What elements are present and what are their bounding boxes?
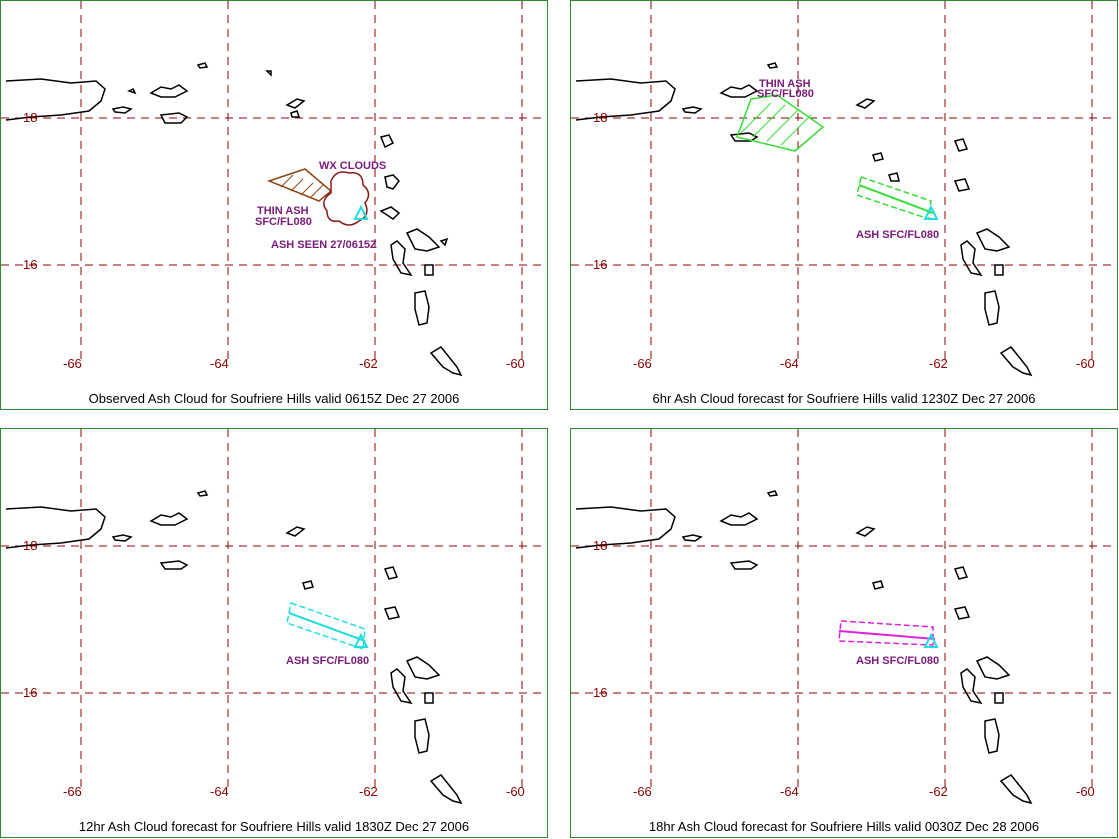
thin-ash-area [266,168,333,202]
lon-tick: -64 [780,784,799,799]
ash-label: ASH SFC/FL080 [286,655,369,667]
ash-hatch [740,102,812,146]
lat-tick: 16 [593,257,607,272]
coastlines [5,490,463,805]
altitude-label: SFC/FL080 [255,216,312,228]
lon-tick: -66 [633,356,652,371]
ash-hatch [280,174,324,198]
lat-tick: 18 [593,110,607,125]
panel-caption: 12hr Ash Cloud forecast for Soufriere Hi… [78,819,470,834]
ash-axis-line [838,630,936,640]
lon-tick: -66 [633,784,652,799]
grid-lines [1,1,547,361]
ash-axis-line [288,612,366,642]
map-panel-6hr: -66 -64 -62 -60 18 16 THIN ASH SFC/FL080… [570,0,1118,410]
volcano-marker [923,632,939,648]
wx-clouds-outline [323,171,370,226]
lat-tick: 16 [23,257,37,272]
ash-label: ASH SFC/FL080 [856,655,939,667]
map-panel-12hr: -66 -64 -62 -60 18 16 ASH SFC/FL080 12hr… [0,428,548,838]
wx-clouds-label: WX CLOUDS [319,160,386,172]
panel-caption: 18hr Ash Cloud forecast for Soufriere Hi… [648,819,1040,834]
volcano-marker [353,204,369,220]
grid-lines [1,429,547,789]
volcano-marker [923,204,939,220]
volcano-marker [353,632,369,648]
lat-tick: 18 [593,538,607,553]
coastlines [575,62,1033,377]
thin-ash-label: THIN ASH [257,205,309,217]
lon-tick: -62 [359,784,378,799]
ash-seen-label: ASH SEEN 27/0615Z [271,239,377,251]
lon-tick: -60 [1076,356,1095,371]
ash-label: ASH SFC/FL080 [856,229,939,241]
panel-caption: 6hr Ash Cloud forecast for Soufriere Hil… [652,391,1036,406]
ash-forecast-area [838,620,934,646]
ash-axis-line [858,184,934,214]
lon-tick: -60 [506,784,525,799]
lon-tick: -64 [210,784,229,799]
panel-caption: Observed Ash Cloud for Soufriere Hills v… [88,391,460,406]
lon-tick: -66 [63,356,82,371]
altitude-label: SFC/FL080 [757,88,814,100]
lon-tick: -60 [1076,784,1095,799]
map-canvas: -66 -64 -62 -60 18 16 ASH SFC/FL080 [1,429,547,805]
map-canvas: -66 -64 -62 -60 18 16 ASH SFC/FL080 [571,429,1117,805]
map-canvas: -66 -64 -62 -60 18 16 WX CLOUDS THIN ASH… [1,1,547,377]
lon-tick: -62 [929,784,948,799]
lat-tick: 16 [23,685,37,700]
thin-ash-area [736,94,825,152]
lon-tick: -62 [359,356,378,371]
map-panel-18hr: -66 -64 -62 -60 18 16 ASH SFC/FL080 18hr… [570,428,1118,838]
lon-tick: -60 [506,356,525,371]
lon-tick: -64 [780,356,799,371]
lon-tick: -66 [63,784,82,799]
ash-forecast-area [286,602,366,651]
lat-tick: 16 [593,685,607,700]
lat-tick: 18 [23,538,37,553]
coastlines [5,62,463,377]
grid-lines [571,429,1117,789]
coastlines [575,490,1033,805]
lat-tick: 18 [23,110,37,125]
lon-tick: -64 [210,356,229,371]
map-panel-observed: -66 -64 -62 -60 18 16 WX CLOUDS THIN ASH… [0,0,548,410]
lon-tick: -62 [929,356,948,371]
map-canvas: -66 -64 -62 -60 18 16 THIN ASH SFC/FL080… [571,1,1117,377]
thin-ash-label: THIN ASH [759,78,811,90]
grid-lines [571,1,1117,361]
